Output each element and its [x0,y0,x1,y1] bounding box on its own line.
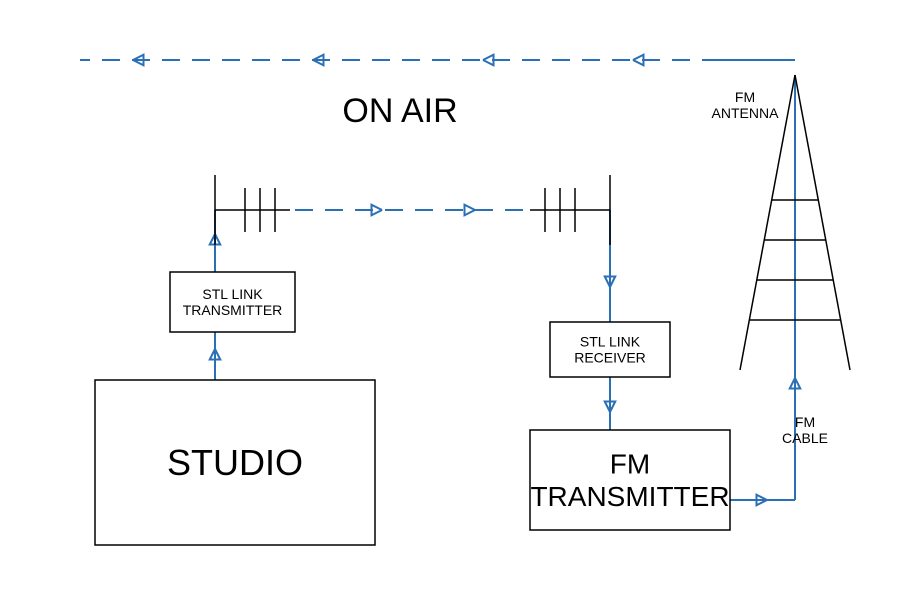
broadcast-diagram: STUDIOSTL LINKTRANSMITTERSTL LINKRECEIVE… [0,0,900,600]
node-studio-label: STUDIO [167,442,303,483]
label-on_air: ON AIR [342,92,457,130]
node-stl_rx-label: STL LINKRECEIVER [574,333,646,365]
